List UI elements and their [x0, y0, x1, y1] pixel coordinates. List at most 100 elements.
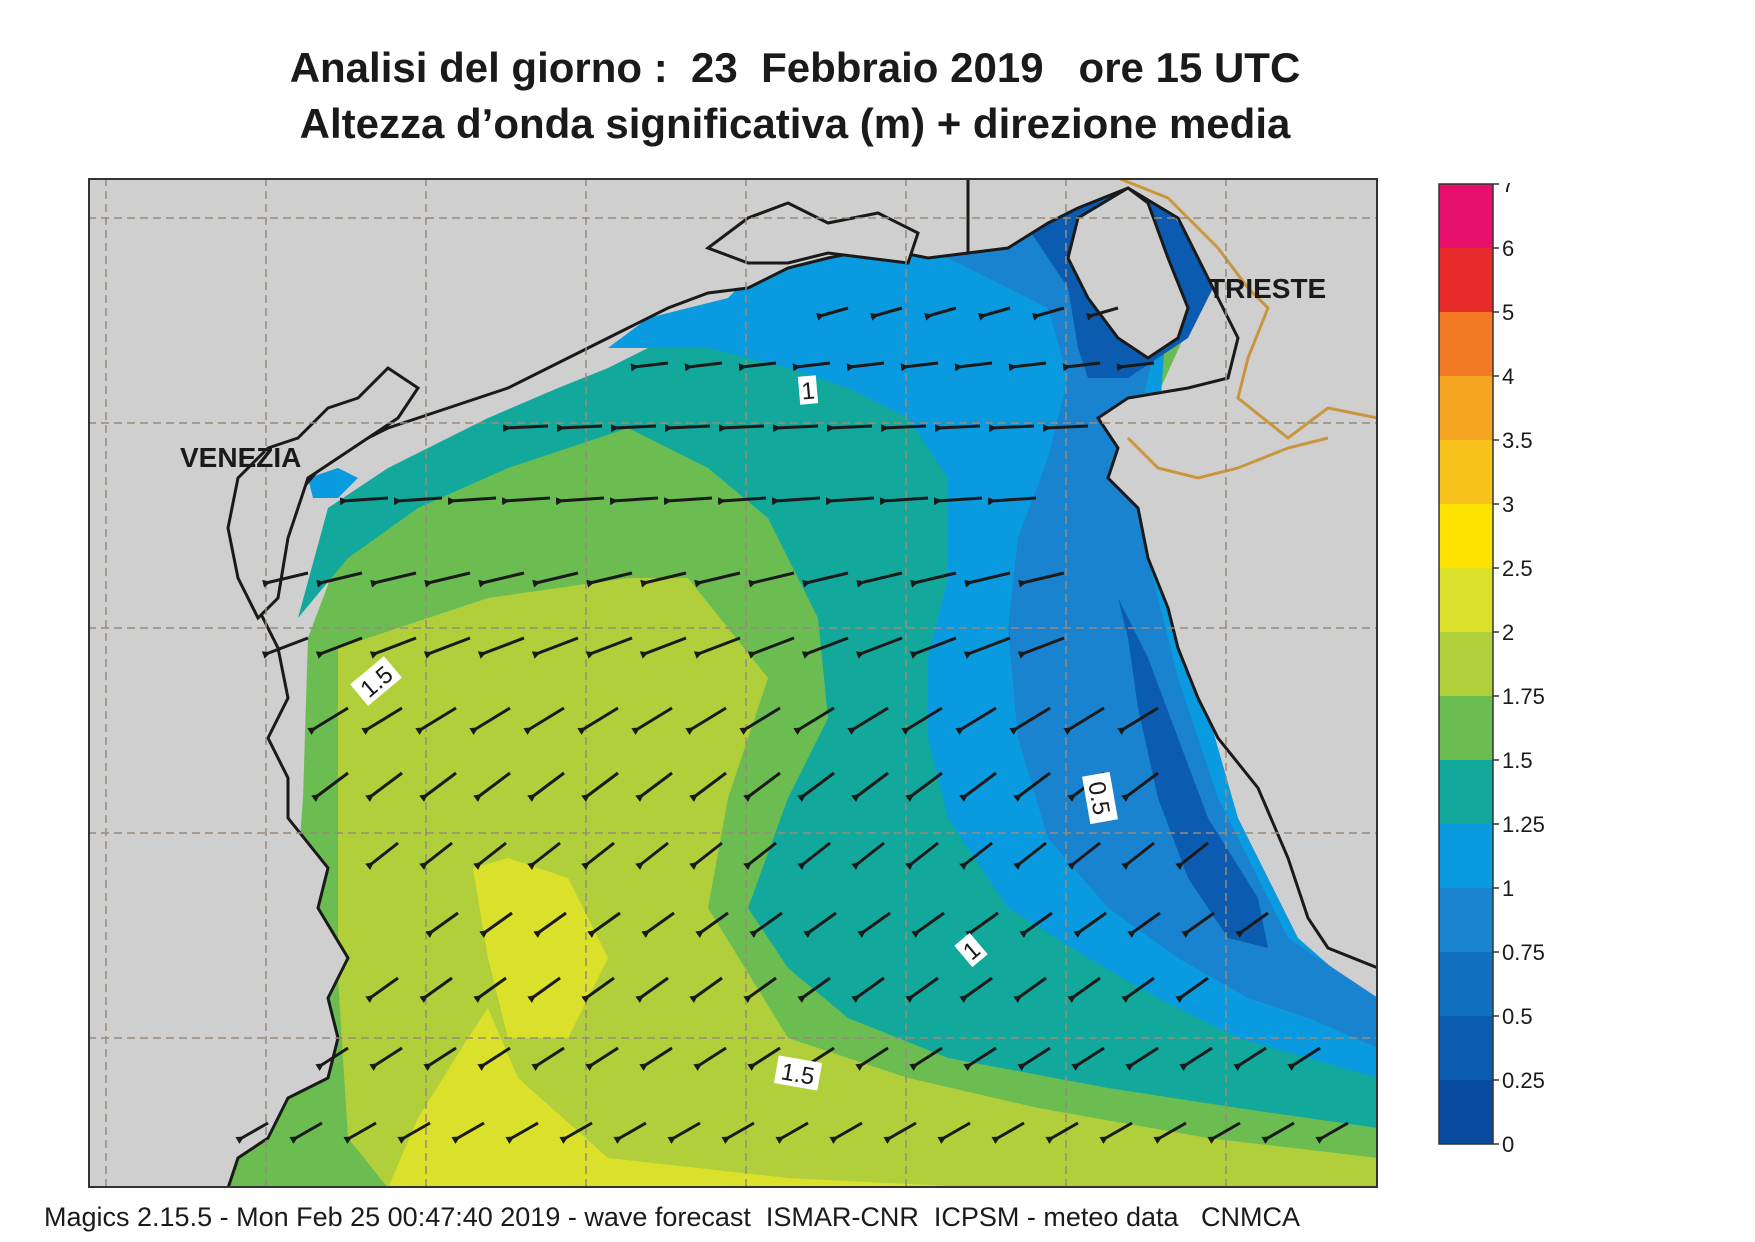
sea-band-1.5-1.75	[338, 578, 1378, 1188]
wave-arrow	[793, 706, 835, 735]
colorbar-block	[1439, 1080, 1493, 1144]
wave-arrow	[1117, 706, 1159, 735]
wave-arrow	[900, 361, 939, 372]
wave-arrow	[370, 571, 417, 588]
wave-arrow	[1017, 636, 1065, 659]
wave-arrow	[1287, 1046, 1321, 1071]
wave-arrow	[613, 1121, 647, 1144]
wave-arrow	[393, 496, 443, 506]
wave-arrow	[792, 361, 831, 372]
place-label-venezia: VENEZIA	[180, 442, 301, 473]
wave-arrow	[289, 1121, 323, 1144]
chart-title: Analisi del giorno : 23 Febbraio 2019 or…	[289, 44, 1301, 91]
colorbar-tick-label: 0.75	[1502, 940, 1545, 965]
colorbar-ticks: 7 6 5 4 3.5 3 2.5 2 1.75 1.5 1.25 1 0.75 0.5 0.25 0	[1493, 183, 1545, 1157]
colorbar-tick-label: 6	[1502, 236, 1514, 261]
wave-arrow	[963, 1046, 997, 1071]
wave-arrow	[933, 496, 983, 506]
wave-arrow	[717, 496, 767, 506]
wave-arrow	[883, 1121, 917, 1144]
footer-credits: Magics 2.15.5 - Mon Feb 25 00:47:40 2019…	[44, 1202, 1301, 1232]
colorbar-tick-label: 5	[1502, 300, 1514, 325]
wave-arrow	[747, 1046, 781, 1071]
wave-arrow	[423, 1046, 457, 1071]
wave-arrow	[559, 1121, 593, 1144]
sea-band-0.25-0.5b	[1118, 598, 1268, 948]
wave-arrow	[531, 1046, 565, 1071]
wave-arrow	[505, 1121, 539, 1144]
colorbar-block	[1439, 888, 1493, 952]
wave-arrow	[825, 496, 875, 506]
contour-label-1.5-south: 1.5	[773, 1055, 823, 1091]
wave-arrow	[311, 771, 349, 802]
wave-arrow	[857, 911, 891, 938]
sea-band-1.75-2b	[388, 1008, 988, 1188]
wave-arrow	[501, 496, 551, 506]
colorbar-tick-label: 2.5	[1502, 556, 1533, 581]
wave-arrow	[641, 911, 675, 938]
wave-arrow	[447, 496, 497, 506]
wave-arrow	[635, 976, 669, 1003]
wave-arrow	[1019, 911, 1053, 938]
wave-arrow	[419, 771, 457, 802]
wave-arrow	[1099, 1121, 1133, 1144]
wave-arrow	[772, 424, 819, 433]
wave-arrow	[469, 706, 511, 735]
wave-arrow	[954, 361, 993, 372]
colorbar-blocks	[1439, 184, 1493, 1144]
wave-arrow	[235, 1121, 269, 1144]
wave-arrow	[343, 1121, 377, 1144]
colorbar-block	[1439, 184, 1493, 248]
wave-arrow	[639, 1046, 673, 1071]
wave-arrow	[743, 771, 781, 802]
wave-arrow	[369, 636, 417, 659]
wave-arrow	[1045, 1121, 1079, 1144]
wave-arrow	[1233, 1046, 1267, 1071]
wave-arrow	[361, 706, 403, 735]
wave-arrow	[937, 1121, 971, 1144]
wave-arrow	[1153, 1121, 1187, 1144]
wave-arrow	[739, 706, 781, 735]
wave-arrow	[689, 841, 723, 870]
wave-arrow	[909, 636, 957, 659]
wave-arrow	[316, 571, 363, 588]
wave-arrow	[694, 571, 741, 588]
wave-arrow	[635, 841, 669, 870]
wave-arrow	[1125, 1046, 1159, 1071]
colorbar-tick-label: 1.5	[1502, 748, 1533, 773]
colorbar-block	[1439, 1016, 1493, 1080]
wave-arrow	[959, 841, 993, 870]
wave-arrow	[802, 571, 849, 588]
wave-arrow	[369, 1046, 403, 1071]
wave-arrow	[1017, 1046, 1051, 1071]
coastal-islands-north	[704, 201, 920, 265]
wave-arrow	[964, 571, 1011, 588]
wave-arrow	[1013, 976, 1047, 1003]
colorbar-block	[1439, 440, 1493, 504]
wave-arrow	[365, 771, 403, 802]
colorbar-block	[1439, 632, 1493, 696]
wave-arrow	[1179, 1046, 1213, 1071]
wave-arrow	[586, 571, 633, 588]
wave-arrow	[581, 841, 615, 870]
chart-subtitle: Altezza d’onda significativa (m) + direz…	[299, 100, 1291, 147]
svg-text:0.5: 0.5	[1082, 779, 1114, 817]
wave-arrow	[419, 976, 453, 1003]
svg-text:1: 1	[800, 377, 816, 405]
wave-arrow	[415, 706, 457, 735]
wave-arrow	[847, 706, 889, 735]
wave-arrow	[630, 361, 669, 372]
wave-arrow	[905, 976, 939, 1003]
wave-arrow	[640, 571, 687, 588]
wave-arrow	[685, 706, 727, 735]
wave-arrow	[689, 976, 723, 1003]
wave-arrow	[934, 424, 981, 433]
colorbar-block	[1439, 504, 1493, 568]
wave-arrow	[1013, 771, 1051, 802]
wave-arrow	[905, 841, 939, 870]
wave-arrow	[1207, 1121, 1241, 1144]
wave-arrow	[631, 706, 673, 735]
colorbar-tick-label: 2	[1502, 620, 1514, 645]
wave-arrow	[339, 496, 389, 506]
wave-arrow	[879, 496, 929, 506]
